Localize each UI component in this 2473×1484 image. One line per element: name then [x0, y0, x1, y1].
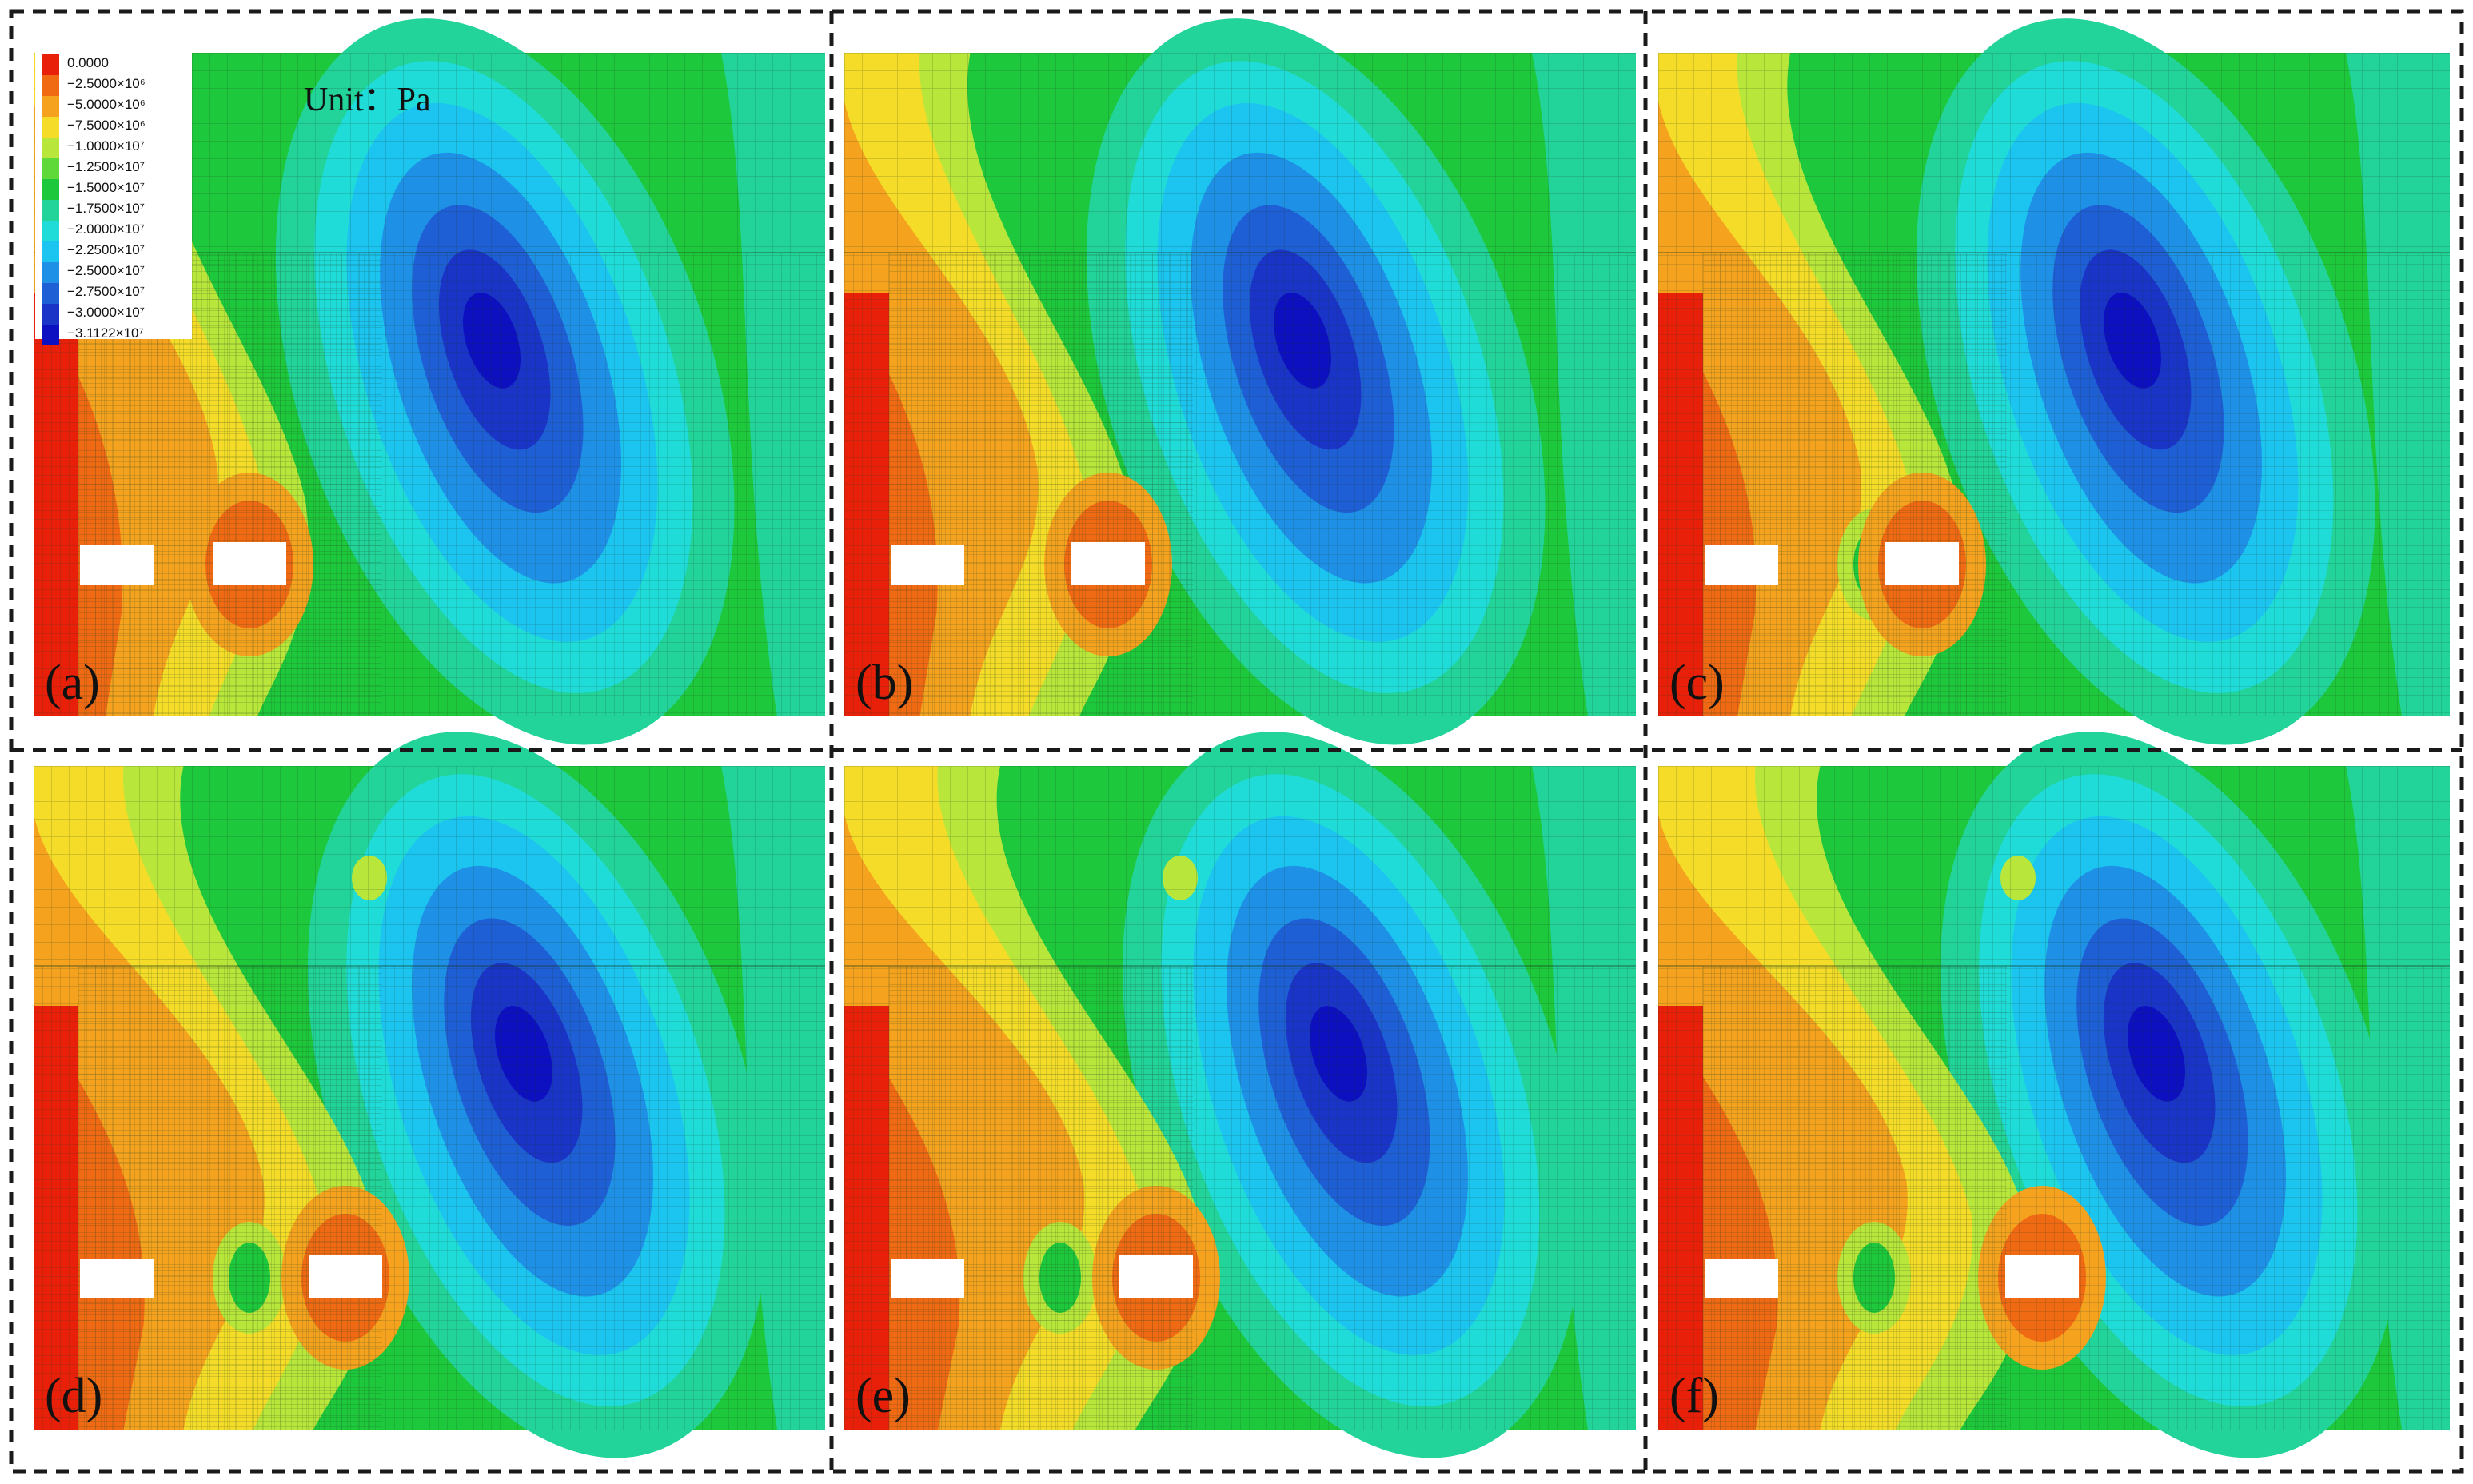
opening-right — [213, 542, 286, 585]
contour-panel-d: (d) — [34, 732, 825, 1458]
opening-right — [1885, 542, 1959, 585]
panels-layer: (a) (b) (c) (d) (e) (f) — [34, 18, 2450, 1458]
legend-swatch — [42, 179, 59, 200]
opening-left — [891, 545, 964, 585]
contour-panel-e: (e) — [844, 732, 1636, 1458]
legend-swatch — [42, 304, 59, 325]
legend-label: 0.0000 — [67, 55, 109, 70]
legend-label: −2.7500×10⁷ — [67, 284, 145, 299]
opening-right — [2005, 1255, 2079, 1298]
legend-label: −2.5000×10⁷ — [67, 263, 145, 278]
legend-label: −2.2500×10⁷ — [67, 242, 145, 257]
legend-label: −1.7500×10⁷ — [67, 201, 145, 216]
mesh-fine — [1703, 966, 2007, 1430]
legend-label: −1.2500×10⁷ — [67, 159, 145, 174]
legend-swatch — [42, 262, 59, 283]
panel-label: (d) — [45, 1369, 102, 1423]
legend-swatch — [42, 138, 59, 158]
panel-label: (b) — [856, 656, 913, 710]
mesh-fine — [889, 253, 1193, 716]
opening-left — [80, 545, 154, 585]
color-legend: 0.0000 −2.5000×10⁶ −5.0000×10⁶ −7.5000×10⁶ −… — [35, 48, 192, 345]
panel-label: (e) — [856, 1369, 911, 1423]
opening-right — [1071, 542, 1145, 585]
outer-dashed-frame — [9, 9, 2464, 1474]
unit-label: Unit：Pa — [304, 82, 431, 118]
dashed-frames — [9, 9, 2464, 1474]
opening-left — [1705, 1259, 1778, 1298]
legend-label: −3.0000×10⁷ — [67, 305, 145, 320]
contour-panel-f: (f) — [1658, 732, 2450, 1458]
legend-swatch — [42, 241, 59, 262]
legend-swatch — [42, 158, 59, 179]
legend-swatch — [42, 221, 59, 241]
contour-panel-a: (a) — [34, 18, 825, 745]
legend-label: −1.5000×10⁷ — [67, 180, 145, 195]
legend-swatch — [42, 75, 59, 96]
panel-label: (f) — [1669, 1369, 1719, 1423]
legend-label: −5.0000×10⁶ — [67, 97, 146, 112]
mesh-upper — [34, 766, 825, 966]
legend-swatch — [42, 200, 59, 221]
opening-left — [891, 1259, 964, 1298]
legend-swatch — [42, 54, 59, 75]
legend-label: −1.0000×10⁷ — [67, 138, 145, 154]
legend-background — [35, 48, 192, 339]
legend-swatch — [42, 96, 59, 117]
mesh-upper — [844, 766, 1636, 966]
mesh-upper — [844, 53, 1636, 253]
legend-label: −2.5000×10⁶ — [67, 76, 146, 91]
panel-label: (a) — [45, 656, 100, 710]
opening-left — [80, 1259, 154, 1298]
legend-swatch — [42, 117, 59, 138]
legend-swatch — [42, 283, 59, 304]
mesh-upper — [1658, 53, 2450, 253]
legend-swatch — [42, 325, 59, 345]
opening-left — [1705, 545, 1778, 585]
legend-label: −3.1122×10⁷ — [67, 325, 144, 341]
contour-panel-c: (c) — [1658, 18, 2450, 745]
panel-label: (c) — [1669, 656, 1725, 710]
opening-right — [309, 1255, 382, 1298]
legend-label: −2.0000×10⁷ — [67, 221, 145, 237]
mesh-upper — [1658, 766, 2450, 966]
opening-right — [1119, 1255, 1193, 1298]
legend-label: −7.5000×10⁶ — [67, 118, 146, 133]
contour-panel-b: (b) — [844, 18, 1636, 745]
mesh-fine — [1703, 253, 2007, 716]
mesh-fine — [889, 966, 1193, 1430]
mesh-fine — [78, 966, 382, 1430]
